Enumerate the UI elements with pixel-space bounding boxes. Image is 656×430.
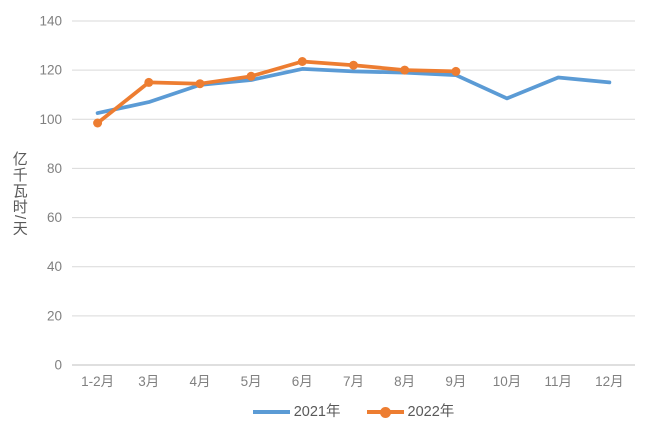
series-marker-2022年 <box>400 65 410 75</box>
y-tick-label: 20 <box>47 308 62 323</box>
x-tick-label: 9月 <box>445 374 466 389</box>
y-tick-label: 80 <box>47 161 62 176</box>
series-marker-2022年 <box>246 71 256 81</box>
x-tick-label: 8月 <box>394 374 415 389</box>
legend-label: 2021年 <box>293 403 341 420</box>
y-axis-title: 亿千瓦时/天 <box>10 151 28 237</box>
series-line-2022年 <box>95 59 458 125</box>
y-tick-label: 120 <box>39 63 62 78</box>
series-marker-2022年 <box>297 57 307 66</box>
legend-item-2022年: 2022年 <box>366 403 455 420</box>
series-marker-2022年 <box>93 118 103 128</box>
x-tick-label: 7月 <box>343 374 364 389</box>
y-tick-label: 0 <box>54 358 62 373</box>
series-marker-2022年 <box>349 60 358 70</box>
x-tick-label: 6月 <box>292 374 313 389</box>
x-tick-label: 4月 <box>189 374 210 389</box>
x-tick-label: 3月 <box>138 374 159 389</box>
legend-item-2021年: 2021年 <box>252 403 341 420</box>
x-tick-label: 1-2月 <box>81 374 114 389</box>
y-tick-label: 60 <box>47 210 62 225</box>
legend-label: 2022年 <box>407 403 455 420</box>
x-tick-label: 11月 <box>544 374 572 389</box>
series-marker-2022年 <box>144 77 154 87</box>
legend: 2021年 2022年 <box>72 402 635 422</box>
legend-swatch-icon <box>252 407 290 418</box>
series-line-2021年 <box>95 67 612 115</box>
x-tick-label: 10月 <box>493 374 522 389</box>
y-tick-label: 140 <box>39 14 62 29</box>
series-marker-2022年 <box>195 79 205 89</box>
y-tick-label: 40 <box>47 259 62 274</box>
series-marker-2022年 <box>451 66 461 76</box>
y-tick-label: 100 <box>39 112 62 127</box>
x-tick-label: 12月 <box>595 374 624 389</box>
x-tick-label: 5月 <box>241 374 262 389</box>
legend-swatch-icon <box>366 406 404 418</box>
